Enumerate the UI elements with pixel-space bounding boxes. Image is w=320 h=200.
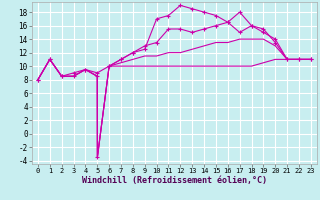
X-axis label: Windchill (Refroidissement éolien,°C): Windchill (Refroidissement éolien,°C) — [82, 176, 267, 185]
